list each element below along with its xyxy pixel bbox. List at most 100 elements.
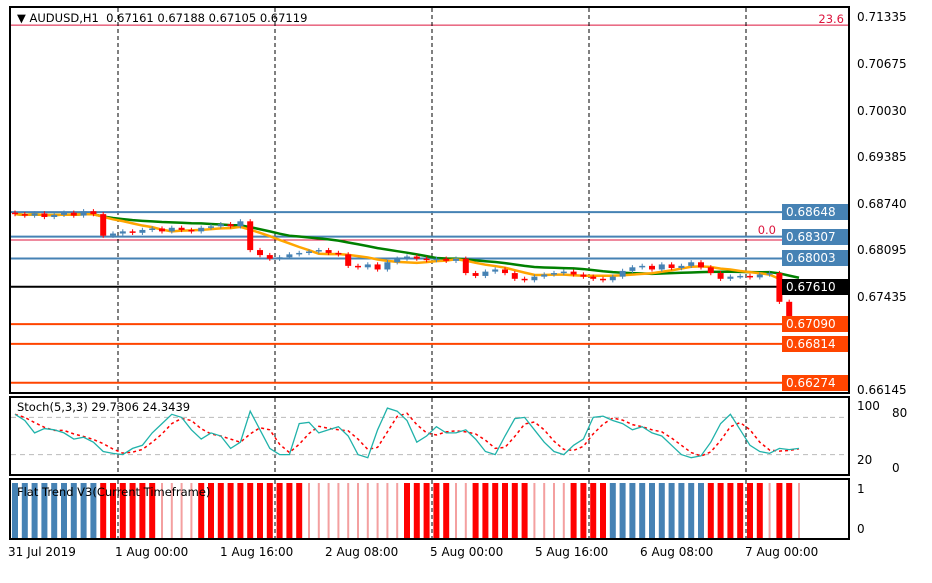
flat-trend-bar [51, 483, 58, 538]
flat-trend-bar [119, 483, 126, 538]
flat-trend-bar [237, 483, 244, 538]
candle-body [110, 233, 116, 236]
dropdown-icon[interactable]: ▼ [17, 11, 26, 25]
price-axis-label: 0.69385 [857, 150, 907, 165]
candle-body [384, 262, 391, 270]
flat-trend-bar [41, 483, 48, 538]
stoch-axis-20: 20 [857, 453, 873, 467]
flat-trend-bar [423, 483, 430, 538]
flat-trend-bar [553, 483, 555, 538]
candle-body [756, 274, 763, 278]
candle-body [129, 231, 136, 233]
flat-trend-bar [404, 483, 410, 538]
flat-trend-bar [198, 483, 205, 538]
flat-trend-bar [580, 483, 587, 538]
candle-body [551, 273, 557, 275]
flat-trend-bar [668, 483, 675, 538]
candle-body [257, 250, 263, 256]
flat-trend-bar [707, 483, 714, 538]
flat-trend-bar [482, 483, 489, 538]
flat-trend-bar [286, 483, 293, 538]
candle-body [639, 265, 646, 268]
flat-trend-bar [170, 483, 173, 538]
fibo-label-23-6: 23.6 [818, 12, 844, 26]
flat-trend-bar [768, 483, 771, 538]
flat-trend-bar [455, 483, 457, 538]
level-price-tag: 0.66814 [782, 335, 848, 352]
time-axis-label: 5 Aug 16:00 [535, 545, 609, 559]
candle-body [668, 264, 675, 269]
flat-trend-bar [747, 483, 753, 538]
flat-trend-bar [337, 483, 340, 538]
flat-trend-bar [413, 483, 420, 538]
price-axis-label: 0.70030 [857, 103, 907, 118]
fibo-label-0-0: 0.0 [757, 223, 776, 237]
candle-body [502, 269, 508, 274]
level-price-tag: 0.66274 [782, 374, 848, 391]
candle-body [786, 301, 793, 324]
candle-body [404, 256, 410, 259]
flat-trend-bar [688, 483, 695, 538]
flat-trend-bar [727, 483, 734, 538]
candle-body [423, 258, 430, 261]
candle-body [296, 252, 303, 255]
flat-trend-bar [511, 483, 518, 538]
flat-trend-bar [161, 483, 163, 538]
candle-body [737, 275, 744, 278]
candle-body [325, 250, 332, 253]
flat-trend-bar [149, 483, 156, 538]
time-axis-label: 1 Aug 16:00 [220, 545, 294, 559]
candle-body [168, 227, 175, 232]
candle-body [492, 269, 499, 272]
flat-trend-bar [698, 483, 704, 538]
time-axis-label: 7 Aug 00:00 [745, 545, 819, 559]
flat-trend-pane[interactable]: Flat Trend V3(Current Timeframe) [9, 478, 850, 540]
flat-trend-bar [639, 483, 646, 538]
time-axis-label: 31 Jul 2019 [8, 545, 76, 559]
candle-body [178, 227, 185, 230]
candle-body [688, 262, 695, 266]
stochastic-pane[interactable]: Stoch(5,3,3) 29.7306 24.3439 [9, 396, 850, 476]
candle-body [453, 258, 459, 261]
level-price-tag: 0.68648 [782, 204, 848, 221]
flat-trend-bar [296, 483, 303, 538]
candle-body [266, 255, 273, 259]
flat-trend-bar [266, 483, 273, 538]
flat-trend-bar [562, 483, 565, 538]
flat-trend-bar [257, 483, 263, 538]
candle-body [21, 214, 28, 216]
price-axis-label: 0.66145 [857, 383, 907, 397]
main-chart[interactable]: ▼ AUDUSD,H1 0.67161 0.67188 0.67105 0.67… [9, 6, 850, 394]
flat-trend-title: Flat Trend V3(Current Timeframe) [17, 485, 211, 499]
price-axis-label: 0.68095 [857, 242, 907, 257]
candle-body [472, 273, 479, 276]
candle-body [119, 231, 126, 234]
candle-body [580, 274, 587, 277]
candle-body [139, 229, 146, 233]
flat-trend-bar [464, 483, 467, 538]
candle-body [590, 276, 597, 279]
stoch-signal-line [14, 412, 800, 457]
flat-trend-bar [543, 483, 546, 538]
flat-trend-bar [492, 483, 499, 538]
flat-trend-bar [443, 483, 450, 538]
flat-trend-bar [208, 483, 214, 538]
price-axis-label: 0.68740 [857, 196, 907, 211]
candle-body [600, 278, 606, 281]
flat-trend-bar [247, 483, 254, 538]
fast-ma-line [14, 212, 800, 292]
flat-trend-bar [61, 483, 67, 538]
candle-body [286, 254, 293, 258]
low-value: 0.67105 [208, 11, 257, 25]
time-axis-label: 5 Aug 00:00 [430, 545, 504, 559]
candle-body [51, 214, 58, 217]
candle-body [100, 214, 107, 236]
flat-trend-bar [619, 483, 626, 538]
candle-body [766, 273, 773, 275]
flat-trend-bar [21, 483, 28, 538]
candle-body [12, 212, 18, 215]
candle-body [198, 227, 205, 232]
time-axis-label: 6 Aug 08:00 [640, 545, 714, 559]
candle-body [531, 276, 538, 281]
stoch-axis-0: 0 [892, 461, 900, 475]
